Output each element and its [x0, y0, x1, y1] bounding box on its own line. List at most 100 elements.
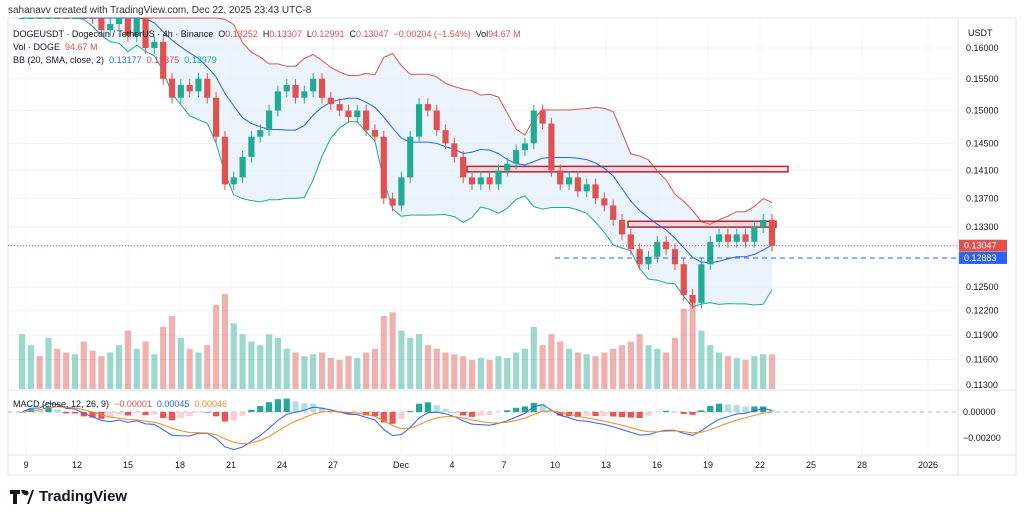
macd-histogram-bar [477, 412, 484, 416]
macd-histogram-bar [363, 412, 370, 416]
macd-histogram-bar [89, 412, 96, 418]
volume-bar [177, 337, 184, 389]
macd-histogram-bar [239, 412, 246, 416]
volume-bar [407, 337, 414, 389]
macd-histogram-bar [654, 412, 661, 413]
bb-title: BB (20, SMA, close, 2) [13, 55, 105, 65]
candle [80, 18, 87, 19]
volume-bar [680, 308, 687, 389]
macd-histogram-bar [671, 411, 679, 412]
vol-value: 94.67 M [488, 29, 521, 39]
macd-histogram-bar [160, 412, 167, 419]
candle [177, 85, 184, 98]
tradingview-logo[interactable]: TradingView [10, 488, 127, 505]
resistance-zone [466, 165, 789, 173]
volume-bar [186, 348, 193, 389]
macd-histogram-bar [230, 412, 237, 421]
macd-histogram-bar [557, 412, 564, 416]
macd-histogram-bar [380, 412, 387, 423]
macd-histogram-bar [548, 411, 555, 412]
volume-bar [54, 348, 61, 389]
candle [186, 85, 193, 92]
volume-bar [98, 356, 105, 389]
candle [398, 177, 405, 206]
macd-title: MACD (close, 12, 26, 9) [13, 399, 110, 409]
volume-bar [160, 326, 167, 389]
candle [468, 177, 476, 185]
candle [451, 143, 458, 157]
volume-bar [27, 345, 34, 389]
macd-histogram-bar [689, 412, 696, 415]
volume-bar [654, 348, 661, 389]
macd-histogram-bar [433, 405, 440, 412]
bb-upper-line [22, 17, 773, 225]
candle [707, 241, 714, 265]
candle [442, 130, 449, 144]
time-tick-label: 21 [226, 460, 236, 470]
macd-histogram-bar [45, 406, 52, 412]
volume-bar [460, 356, 467, 389]
candle [742, 234, 749, 242]
macd-histogram-bar [318, 407, 326, 412]
price-tick-label: 0.13300 [966, 222, 999, 232]
time-tick-label: 9 [23, 460, 28, 470]
support-price-badge [959, 251, 1007, 264]
price-chart[interactable]: 0.16000 0.15500 0.15000 0.14500 0.14100 0.137… [0, 0, 1024, 480]
candle [327, 97, 334, 105]
price-tick-label: 0.12500 [966, 282, 999, 292]
candle [274, 91, 281, 111]
volume-bar [18, 334, 26, 389]
time-tick-label: 13 [601, 460, 611, 470]
resistance-zone [627, 220, 777, 228]
candle [715, 234, 723, 242]
candle [521, 143, 529, 151]
macd-histogram-bar [213, 412, 220, 417]
volume-bar [213, 304, 220, 389]
volume-bar [327, 357, 334, 389]
time-tick-label: 12 [72, 460, 82, 470]
volume-bar [301, 356, 308, 389]
macd-histogram-bar [18, 412, 26, 413]
time-tick-label: 25 [806, 460, 816, 470]
candle [142, 18, 149, 48]
volume-bar [724, 356, 731, 389]
macd-histogram-bar [265, 402, 273, 412]
volume-bar [698, 330, 705, 389]
macd-histogram-bar [636, 412, 643, 418]
candle [292, 85, 299, 98]
candle [513, 150, 520, 164]
symbol-info[interactable]: DOGEUSDT · Dogecoin / TetherUS · 4h · Bi… [13, 29, 214, 39]
volume-legend[interactable]: Vol · DOGE 94.67 M [13, 42, 98, 52]
macd-legend[interactable]: MACD (close, 12, 26, 9) −0.00001 0.00045… [13, 399, 227, 409]
volume-bar [610, 348, 617, 389]
volume-bar [707, 345, 714, 389]
low-label: L [306, 29, 312, 39]
candle [265, 110, 273, 131]
macd-histogram-bar [151, 412, 158, 415]
chart-frame [7, 17, 1017, 476]
candle [698, 264, 705, 303]
macd-histogram-bar [583, 412, 590, 416]
macd-histogram-bar [274, 399, 281, 412]
macd-tick-label: 0.00000 [963, 407, 996, 417]
macd-histogram-bar [142, 412, 149, 416]
macd-histogram-bar [486, 412, 493, 416]
volume-bar [345, 356, 352, 389]
macd-histogram-bar [407, 411, 414, 412]
volume-bar [548, 334, 555, 389]
time-tick-label: 18 [175, 460, 185, 470]
time-tick-label: 22 [755, 460, 765, 470]
bb-legend[interactable]: BB (20, SMA, close, 2) 0.13177 0.13375 0… [13, 55, 217, 65]
time-tick-label: 15 [123, 460, 133, 470]
time-tick-label: 24 [277, 460, 287, 470]
time-tick-label: 27 [328, 460, 338, 470]
volume-bar [257, 345, 264, 389]
volume-bar [601, 352, 608, 389]
bb-lower-line [22, 17, 773, 308]
bb-basis-value: 0.13177 [109, 55, 142, 65]
candle [345, 110, 352, 118]
macd-histogram-bar [468, 412, 476, 417]
candle [460, 156, 467, 178]
candle [539, 110, 546, 124]
volume-bar [168, 315, 176, 389]
